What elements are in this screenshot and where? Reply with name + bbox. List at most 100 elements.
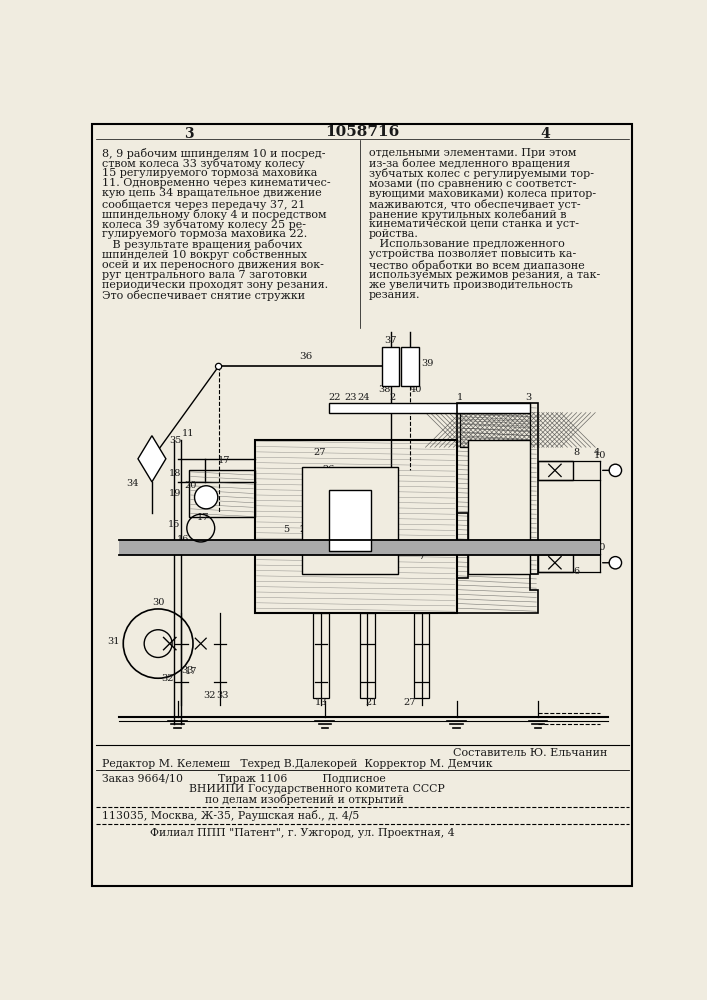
Text: 10: 10 [594,543,606,552]
Text: 27: 27 [404,698,416,707]
Text: Составитель Ю. Ельчанин: Составитель Ю. Ельчанин [452,748,607,758]
Text: 12: 12 [312,510,325,519]
Text: 4: 4 [594,448,600,457]
Text: 2: 2 [389,393,395,402]
Text: 13: 13 [315,698,327,707]
Bar [360,613,375,698]
Circle shape [194,486,218,509]
Text: 33: 33 [181,666,194,675]
Bar [468,440,530,574]
Text: устройства позволяет повысить ка-: устройства позволяет повысить ка- [369,249,576,259]
Text: шпиндельному блоку 4 и посредством: шпиндельному блоку 4 и посредством [103,209,327,220]
Text: 22: 22 [329,393,341,402]
Text: по делам изобретений и открытий: по делам изобретений и открытий [204,794,404,805]
Bar [382,347,399,386]
Text: 24: 24 [357,393,370,402]
Bar [538,554,573,572]
Text: ВНИИПИ Государственного комитета СССР: ВНИИПИ Государственного комитета СССР [189,784,445,794]
Text: Филиал ППП "Патент", г. Ужгород, ул. Проектная, 4: Филиал ППП "Патент", г. Ужгород, ул. Про… [151,828,455,838]
Text: Это обеспечивает снятие стружки: Это обеспечивает снятие стружки [103,290,305,301]
Text: Заказ 9664/10          Тираж 1106          Подписное: Заказ 9664/10 Тираж 1106 Подписное [103,774,386,784]
Text: зубчатых колес с регулируемыми тор-: зубчатых колес с регулируемыми тор- [369,168,594,179]
Text: 9: 9 [513,458,519,467]
Text: Редактор М. Келемеш   Техред В.Далекорей  Корректор М. Демчик: Редактор М. Келемеш Техред В.Далекорей К… [103,759,493,769]
Text: гулируемого тормоза маховика 22.: гулируемого тормоза маховика 22. [103,229,308,239]
Text: 6: 6 [573,567,580,576]
Text: 32: 32 [203,690,216,700]
Text: 15: 15 [168,520,180,529]
Text: периодически проходят зону резания.: периодически проходят зону резания. [103,280,329,290]
Polygon shape [138,436,166,482]
Bar [460,413,530,447]
Bar [491,557,507,569]
Text: колеса 39 зубчатому колесу 25 ре-: колеса 39 зубчатому колесу 25 ре- [103,219,306,230]
Text: чество обработки во всем диапазоне: чество обработки во всем диапазоне [369,260,585,271]
Text: кинематической цепи станка и уст-: кинематической цепи станка и уст- [369,219,579,229]
Text: 33: 33 [216,690,229,700]
Text: 17: 17 [218,456,230,465]
Text: шпинделей 10 вокруг собственных: шпинделей 10 вокруг собственных [103,249,308,260]
Text: 19: 19 [169,489,182,498]
Text: Использование предложенного: Использование предложенного [369,239,565,249]
Text: 17: 17 [185,667,198,676]
Bar [313,613,329,698]
Text: 16: 16 [177,535,189,544]
Circle shape [216,363,222,369]
Text: кую цепь 34 вращательное движение: кую цепь 34 вращательное движение [103,188,322,198]
Text: 30: 30 [152,598,164,607]
Text: отдельными элементами. При этом: отдельными элементами. При этом [369,148,576,158]
Bar [402,347,419,386]
Text: 36: 36 [299,352,312,361]
Circle shape [609,464,621,477]
Text: вующими маховиками) колеса притор-: вующими маховиками) колеса притор- [369,188,596,199]
Circle shape [609,557,621,569]
Text: 1: 1 [457,393,464,402]
Text: 34: 34 [127,479,139,488]
Text: из-за более медленного вращения: из-за более медленного вращения [369,158,570,169]
Text: В результате вращения рабочих: В результате вращения рабочих [103,239,303,250]
Text: 32: 32 [161,674,174,683]
Text: 27: 27 [313,448,326,457]
Bar [460,413,530,447]
Text: используемых режимов резания, а так-: используемых режимов резания, а так- [369,270,600,280]
Text: 3: 3 [525,393,532,402]
Bar [491,465,507,476]
Text: 8: 8 [573,448,580,457]
Text: 10: 10 [594,451,606,460]
Text: ством колеса 33 зубчатому колесу: ством колеса 33 зубчатому колесу [103,158,305,169]
Text: 7: 7 [419,552,425,561]
Text: 17: 17 [197,513,209,522]
Text: 11. Одновременно через кинематичес-: 11. Одновременно через кинематичес- [103,178,331,188]
Bar [538,461,573,480]
Bar [329,490,371,551]
Text: же увеличить производительность: же увеличить производительность [369,280,573,290]
Text: 9: 9 [513,550,519,559]
Text: 40: 40 [410,385,422,394]
Text: 29: 29 [346,475,358,484]
Text: 1058716: 1058716 [325,125,399,139]
Text: 4: 4 [541,127,551,141]
Text: 31: 31 [107,637,119,646]
Text: сообщается через передачу 37, 21: сообщается через передачу 37, 21 [103,199,305,210]
Text: 39: 39 [421,359,433,368]
Text: 21: 21 [365,698,378,707]
Text: 3: 3 [185,127,194,141]
Text: 18: 18 [169,469,182,478]
Text: 5: 5 [283,525,289,534]
Text: резания.: резания. [369,290,421,300]
Text: 38: 38 [378,385,390,394]
Bar [301,466,398,574]
Text: ройства.: ройства. [369,229,419,239]
Text: 35: 35 [169,436,182,445]
Text: 113035, Москва, Ж-35, Раушская наб., д. 4/5: 113035, Москва, Ж-35, Раушская наб., д. … [103,810,360,821]
Text: мозами (по сравнению с соответст-: мозами (по сравнению с соответст- [369,178,576,189]
Text: ранение крутильных колебаний в: ранение крутильных колебаний в [369,209,566,220]
Text: руг центрального вала 7 заготовки: руг центрального вала 7 заготовки [103,270,308,280]
Text: 25: 25 [299,525,312,534]
Text: 15 регулируемого тормоза маховика: 15 регулируемого тормоза маховика [103,168,317,178]
Bar [414,613,429,698]
Bar [329,403,530,413]
Text: 23: 23 [344,393,356,402]
Text: осей и их переносного движения вок-: осей и их переносного движения вок- [103,260,325,270]
Text: 37: 37 [385,336,397,345]
